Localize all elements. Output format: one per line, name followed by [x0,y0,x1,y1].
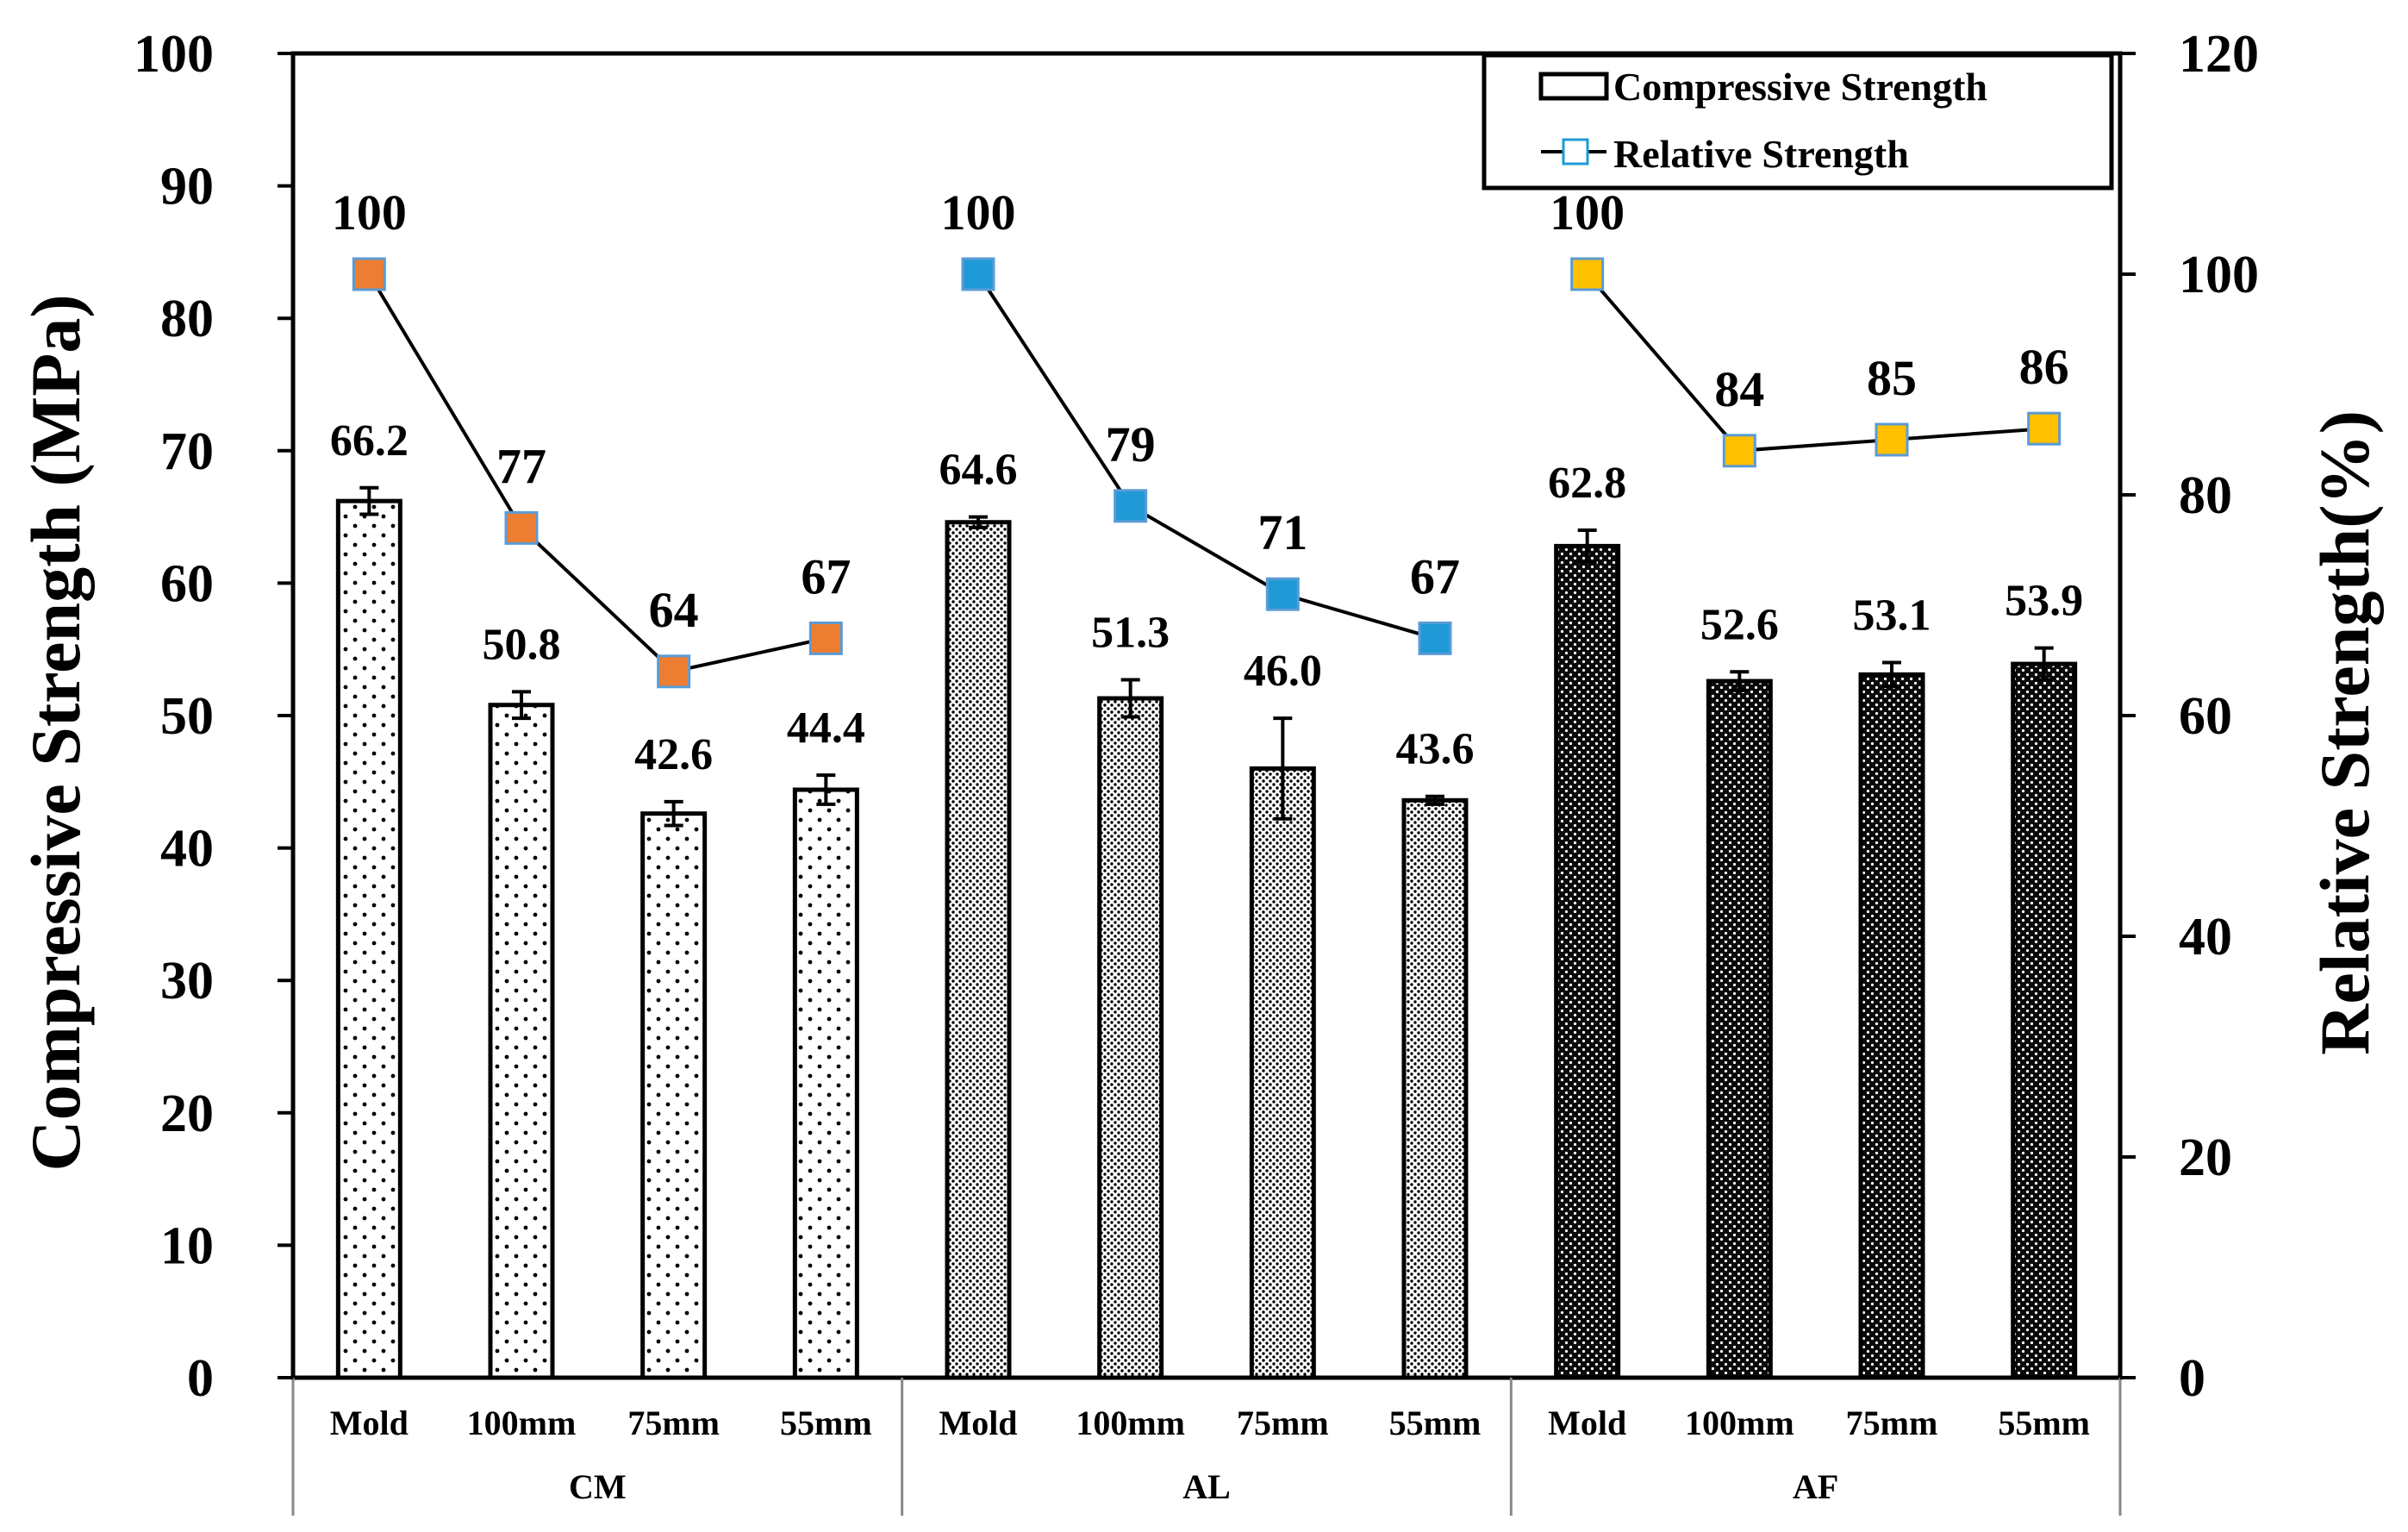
relative-value-label: 85 [1867,350,1917,406]
bar-value-label: 53.9 [2005,577,2083,626]
legend: Compressive Strength Relative Strength [1482,53,2114,191]
bar [1401,797,1469,1380]
category-label: Mold [330,1404,409,1442]
bar [1858,672,1925,1380]
category-label: 100mm [1076,1404,1185,1442]
relative-strength-line [1586,272,2044,453]
y-tick-label: 40 [160,820,214,879]
relative-value-label: 84 [1714,361,1764,417]
category-label: 75mm [1237,1404,1329,1442]
y2-tick-label: 20 [2179,1129,2232,1187]
y2-tick-label: 60 [2179,687,2232,746]
group-label: AF [1793,1467,1838,1506]
bar-value-label: 64.6 [939,446,1018,495]
relative-strength-marker [961,257,995,291]
relative-strength-marker [1570,257,1605,291]
y2-tick-label: 0 [2179,1349,2205,1408]
bar [1706,678,1773,1380]
relative-strength-marker [1265,577,1300,611]
bar [1097,696,1164,1380]
relative-value-label: 100 [941,184,1016,241]
y-tick-label: 80 [160,290,214,348]
relative-strength-marker [352,257,386,291]
bar-value-label: 53.1 [1853,591,1931,641]
y-tick-label: 50 [160,687,214,746]
relative-value-label: 100 [1550,184,1625,241]
y2-tick-label: 80 [2179,466,2232,525]
bar [1249,766,1316,1380]
y-tick-label: 90 [160,158,214,216]
category-label: Mold [1548,1404,1626,1442]
category-label: 100mm [1685,1404,1794,1442]
y2-tick-label: 40 [2179,908,2232,966]
y-tick-label: 60 [160,554,214,613]
group-label: AL [1182,1467,1231,1506]
relative-strength-marker [657,654,691,689]
relative-value-label: 64 [649,582,699,638]
bar [792,787,859,1380]
y2-tick-label: 120 [2179,25,2259,84]
group-label: CM [569,1467,627,1506]
y-tick-label: 0 [187,1349,214,1408]
relative-strength-marker [2027,411,2062,446]
category-label: 55mm [1389,1404,1482,1442]
category-label: Mold [939,1404,1017,1442]
y2-tick-label: 100 [2179,246,2259,304]
relative-strength-marker [1114,489,1148,523]
legend-label-compressive: Compressive Strength [1613,65,1987,109]
relative-value-label: 100 [332,184,407,241]
y-axis-title: Compressive Strength (MPa) [16,294,95,1171]
relative-value-label: 67 [801,548,851,604]
relative-strength-line [367,272,827,673]
relative-strength-marker [1722,434,1756,468]
relative-strength-marker [1875,422,1909,457]
relative-value-label: 86 [2019,339,2069,395]
legend-label-relative: Relative Strength [1613,132,1909,176]
legend-marker-swatch [1562,138,1589,166]
relative-value-label: 67 [1410,548,1460,604]
relative-value-label: 71 [1257,504,1307,560]
bar-value-label: 43.6 [1396,725,1475,774]
relative-strength-marker [1418,621,1452,655]
plot-frame [290,51,2123,1380]
bar-value-label: 50.8 [483,620,561,669]
relative-value-label: 79 [1106,416,1156,472]
bar-value-label: 44.4 [787,703,865,753]
legend-bar-swatch [1538,72,1609,101]
bar [640,811,708,1380]
bar-value-label: 66.2 [330,416,409,466]
bar [2011,661,2078,1380]
category-label: 100mm [467,1404,577,1442]
relative-value-label: 77 [496,438,546,494]
y-tick-label: 70 [160,422,214,481]
bar-value-label: 42.6 [634,730,713,779]
category-label: 55mm [780,1404,872,1442]
category-label: 75mm [1846,1404,1938,1442]
y2-axis-title: Relative Strength(%) [2305,410,2384,1055]
y-tick-label: 100 [134,25,214,84]
relative-strength-marker [504,510,539,545]
bar [1554,543,1621,1380]
bar-value-label: 51.3 [1091,609,1170,658]
bar [488,703,555,1380]
y-tick-label: 10 [160,1216,214,1275]
bar [945,520,1012,1380]
category-label: 75mm [627,1404,720,1442]
bar-value-label: 62.8 [1548,459,1626,508]
bar-value-label: 46.0 [1244,647,1322,696]
relative-strength-line [976,272,1436,641]
category-label: 55mm [1998,1404,2090,1442]
bar [335,498,402,1380]
y-tick-label: 20 [160,1085,214,1143]
bar-value-label: 52.6 [1700,600,1779,649]
relative-strength-marker [808,621,843,655]
y-tick-label: 30 [160,952,214,1010]
